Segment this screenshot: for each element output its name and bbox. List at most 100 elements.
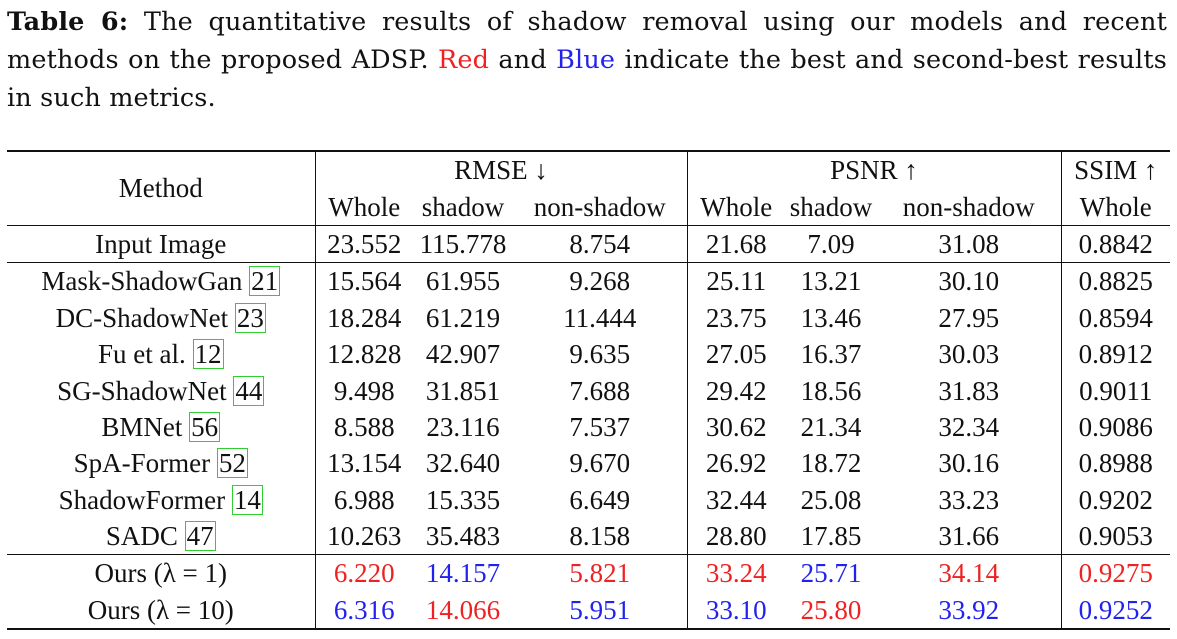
caption-text-1: The quantitative results of shadow remov… — [7, 7, 1167, 75]
caption-label: Table 6: — [7, 7, 129, 37]
value-cell: 28.80 — [705, 521, 767, 552]
caption-text-2: and — [489, 45, 557, 75]
value-cell: 32.640 — [425, 448, 501, 479]
value-cell: 13.21 — [785, 262, 878, 300]
value-cell: 32.44 — [705, 484, 767, 515]
value-cell-best: 25.80 — [785, 591, 878, 631]
value-cell: 33.23 — [877, 481, 1062, 518]
sub-header: shadow — [789, 191, 873, 222]
method-cell: DC-ShadowNet 23 — [7, 299, 316, 336]
value-cell: 15.564 — [315, 262, 413, 300]
value-cell: 6.649 — [513, 481, 688, 518]
value-cell: 8.754 — [513, 224, 688, 263]
value-cell: 21.68 — [687, 224, 786, 263]
value-cell: 25.08 — [800, 484, 862, 515]
header-method: Method — [7, 149, 316, 226]
value-cell: 16.37 — [800, 339, 862, 370]
citation-ref: 44 — [233, 375, 265, 406]
value-cell: 9.635 — [513, 335, 688, 373]
value-cell: 13.154 — [327, 448, 402, 479]
value-cell: 29.42 — [705, 375, 767, 406]
citation-ref: 12 — [192, 339, 224, 370]
value-cell: 31.83 — [877, 372, 1062, 409]
table-row: Fu et al. 12 12.828 42.907 9.635 27.05 16.37 3… — [7, 335, 1170, 373]
value-cell: 27.05 — [705, 339, 767, 370]
value-cell-second: 5.951 — [513, 591, 688, 631]
value-cell: 9.268 — [513, 262, 688, 300]
table-row-input: Input Image 23.552 115.778 8.754 21.68 7… — [7, 224, 1171, 263]
citation-ref: 56 — [189, 411, 221, 442]
method-name: DC-ShadowNet — [55, 302, 229, 333]
sub-header: shadow — [421, 191, 505, 222]
method-cell: Ours (λ = 10) — [7, 591, 316, 631]
citation-ref: 14 — [231, 484, 263, 515]
method-cell: Mask-ShadowGan 21 — [7, 262, 316, 300]
value-cell: 9.670 — [513, 445, 688, 482]
value-cell: 61.955 — [413, 262, 513, 300]
sub-header: Whole — [1079, 191, 1152, 222]
value-cell: 61.219 — [425, 302, 501, 333]
table-row-ours: Ours (λ = 1) 6.220 14.157 5.821 33.24 25.71 34… — [7, 554, 1171, 592]
value-cell-best: 6.220 — [315, 554, 413, 592]
value-cell-best: 14.066 — [413, 591, 513, 631]
value-cell: 0.8594 — [1078, 302, 1153, 333]
value-cell: 13.46 — [800, 302, 862, 333]
value-cell-best: 34.14 — [877, 554, 1062, 592]
value-cell-second: 14.157 — [413, 554, 513, 592]
sub-header: Whole — [700, 191, 773, 222]
method-name: SADC — [105, 521, 178, 552]
value-cell: 32.34 — [877, 408, 1062, 446]
value-cell: 31.851 — [425, 375, 501, 406]
value-cell: 7.09 — [785, 224, 878, 263]
citation-ref: 47 — [184, 521, 216, 552]
value-cell: 115.778 — [413, 224, 513, 263]
citation-ref: 23 — [234, 302, 266, 333]
method-name: Mask-ShadowGan — [41, 266, 243, 297]
value-cell-second: 6.316 — [315, 591, 413, 631]
value-cell: 0.8912 — [1078, 339, 1153, 370]
value-cell: 0.8825 — [1061, 262, 1171, 300]
value-cell: 42.907 — [425, 339, 501, 370]
method-cell: Ours (λ = 1) — [7, 554, 316, 592]
value-cell: 27.95 — [877, 299, 1062, 336]
table-row: ShadowFormer 14 6.988 15.335 6.649 32.44 25.0… — [7, 481, 1170, 518]
table-row: Mask-ShadowGan 21 15.564 61.955 9.268 25.11 1… — [7, 262, 1171, 300]
table-row: BMNet 56 8.588 23.116 7.537 30.62 21.34 32.34 0… — [7, 408, 1170, 446]
header-psnr: PSNR ↑ — [687, 149, 1062, 189]
method-name: BMNet — [101, 411, 183, 442]
value-cell: 9.498 — [333, 375, 395, 406]
value-cell: 0.9202 — [1078, 484, 1153, 515]
method-cell: SADC 47 — [7, 517, 316, 555]
value-cell: 10.263 — [327, 521, 402, 552]
method-cell: SG-ShadowNet 44 — [7, 372, 316, 409]
value-cell: 31.08 — [877, 224, 1062, 263]
value-cell: 30.10 — [877, 262, 1062, 300]
value-cell: 31.66 — [877, 517, 1062, 555]
value-cell: 18.72 — [800, 448, 862, 479]
value-cell: 23.552 — [315, 224, 413, 263]
method-cell: BMNet 56 — [7, 408, 316, 446]
value-cell: 12.828 — [327, 339, 402, 370]
value-cell-second: 25.71 — [785, 554, 878, 592]
caption-blue-word: Blue — [556, 45, 616, 75]
value-cell: 23.75 — [705, 302, 767, 333]
value-cell: 11.444 — [513, 299, 688, 336]
value-cell: 8.588 — [333, 411, 395, 442]
header-rmse: RMSE ↓ — [315, 149, 688, 189]
table-caption: Table 6: The quantitative results of sha… — [7, 3, 1167, 117]
value-cell: 0.8842 — [1061, 224, 1171, 263]
value-cell: 0.9086 — [1078, 411, 1153, 442]
value-cell: 35.483 — [425, 521, 501, 552]
value-cell-second: 0.9252 — [1061, 591, 1171, 631]
value-cell: 0.9011 — [1079, 375, 1153, 406]
citation-ref: 52 — [216, 448, 248, 479]
table-row: SG-ShadowNet 44 9.498 31.851 7.688 29.42 18.5… — [7, 372, 1170, 409]
value-cell: 8.158 — [513, 517, 688, 555]
caption-red-word: Red — [438, 45, 490, 75]
table-row-ours: Ours (λ = 10) 6.316 14.066 5.951 33.10 25.80 3… — [7, 591, 1171, 631]
value-cell: 30.16 — [877, 445, 1062, 482]
value-cell: 21.34 — [800, 411, 862, 442]
value-cell: 18.56 — [800, 375, 862, 406]
table-row: SpA-Former 52 13.154 32.640 9.670 26.92 18.72… — [7, 445, 1170, 482]
method-cell: SpA-Former 52 — [7, 445, 316, 482]
